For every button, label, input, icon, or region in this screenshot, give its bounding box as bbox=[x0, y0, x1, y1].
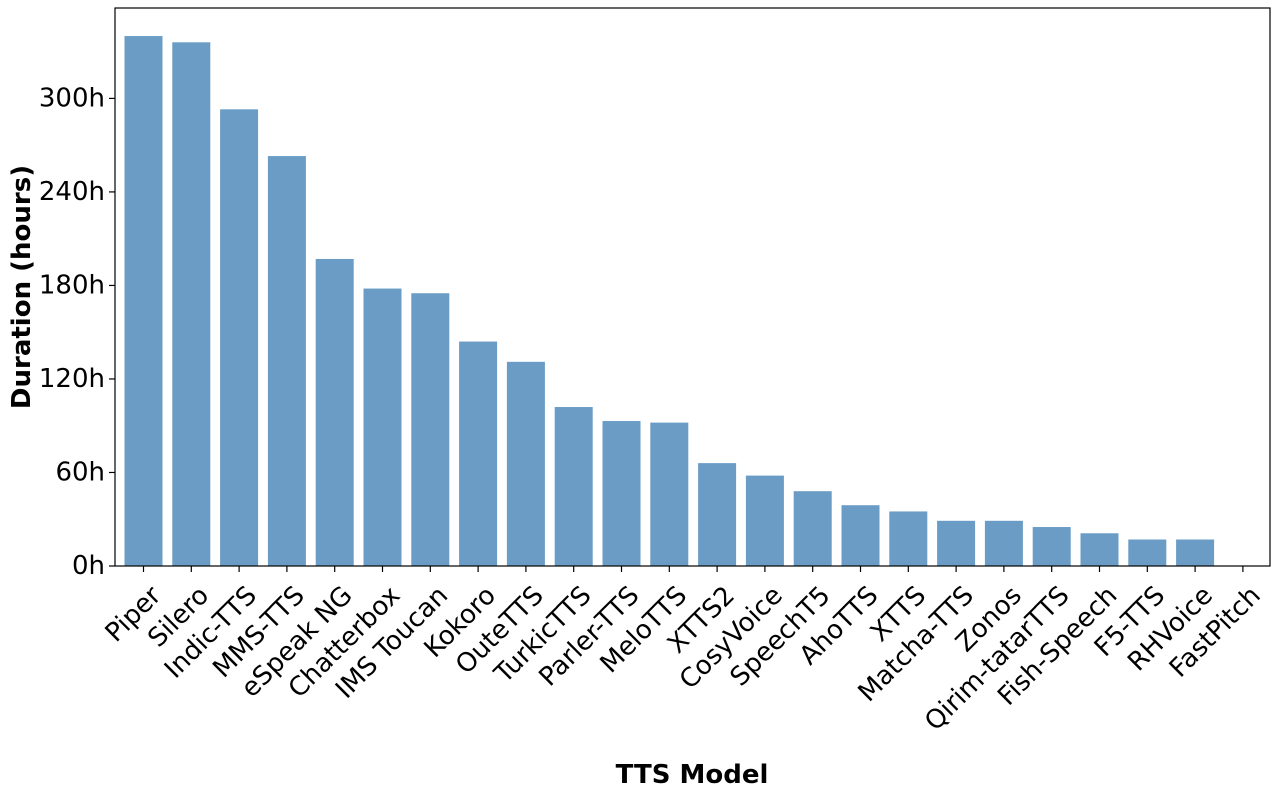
bar-rhvoice bbox=[1176, 539, 1215, 566]
bar-zonos bbox=[984, 520, 1023, 566]
y-tick-label: 240h bbox=[39, 177, 105, 207]
bar-piper bbox=[124, 36, 163, 567]
bar-matcha-tts bbox=[937, 520, 976, 566]
bar-xtts bbox=[889, 511, 928, 566]
y-tick-label: 0h bbox=[72, 551, 105, 581]
y-axis-title: Duration (hours) bbox=[7, 165, 37, 409]
bar-f5-tts bbox=[1128, 539, 1167, 566]
bar-melotts bbox=[650, 422, 689, 566]
x-axis-title: TTS Model bbox=[616, 760, 769, 790]
bar-turkictts bbox=[554, 407, 593, 566]
y-tick-label: 180h bbox=[39, 270, 105, 300]
bar-ahotts bbox=[841, 505, 880, 566]
bar-qirim-tatartts bbox=[1032, 527, 1071, 566]
bar-indic-tts bbox=[220, 109, 259, 566]
bar-speecht5 bbox=[793, 491, 832, 566]
bar-fish-speech bbox=[1080, 533, 1119, 566]
bar-outetts bbox=[506, 361, 545, 566]
plot-frame bbox=[114, 7, 1271, 567]
bar-silero bbox=[172, 42, 211, 566]
bar-parler-tts bbox=[602, 421, 641, 566]
bars-group bbox=[124, 36, 1215, 567]
bar-espeak-ng bbox=[315, 258, 354, 566]
y-tick-label: 60h bbox=[55, 457, 105, 487]
y-tick-label: 120h bbox=[39, 364, 105, 394]
y-axis: 0h 60h 120h 180h 240h 300h bbox=[39, 83, 115, 581]
bar-cosyvoice bbox=[745, 475, 784, 566]
bar-mms-tts bbox=[267, 156, 306, 566]
y-tick-label: 300h bbox=[39, 83, 105, 113]
bar-kokoro bbox=[459, 341, 498, 566]
bar-chatterbox bbox=[363, 288, 402, 566]
bar-ims-toucan bbox=[411, 293, 450, 566]
bar-xtts2 bbox=[698, 463, 737, 566]
